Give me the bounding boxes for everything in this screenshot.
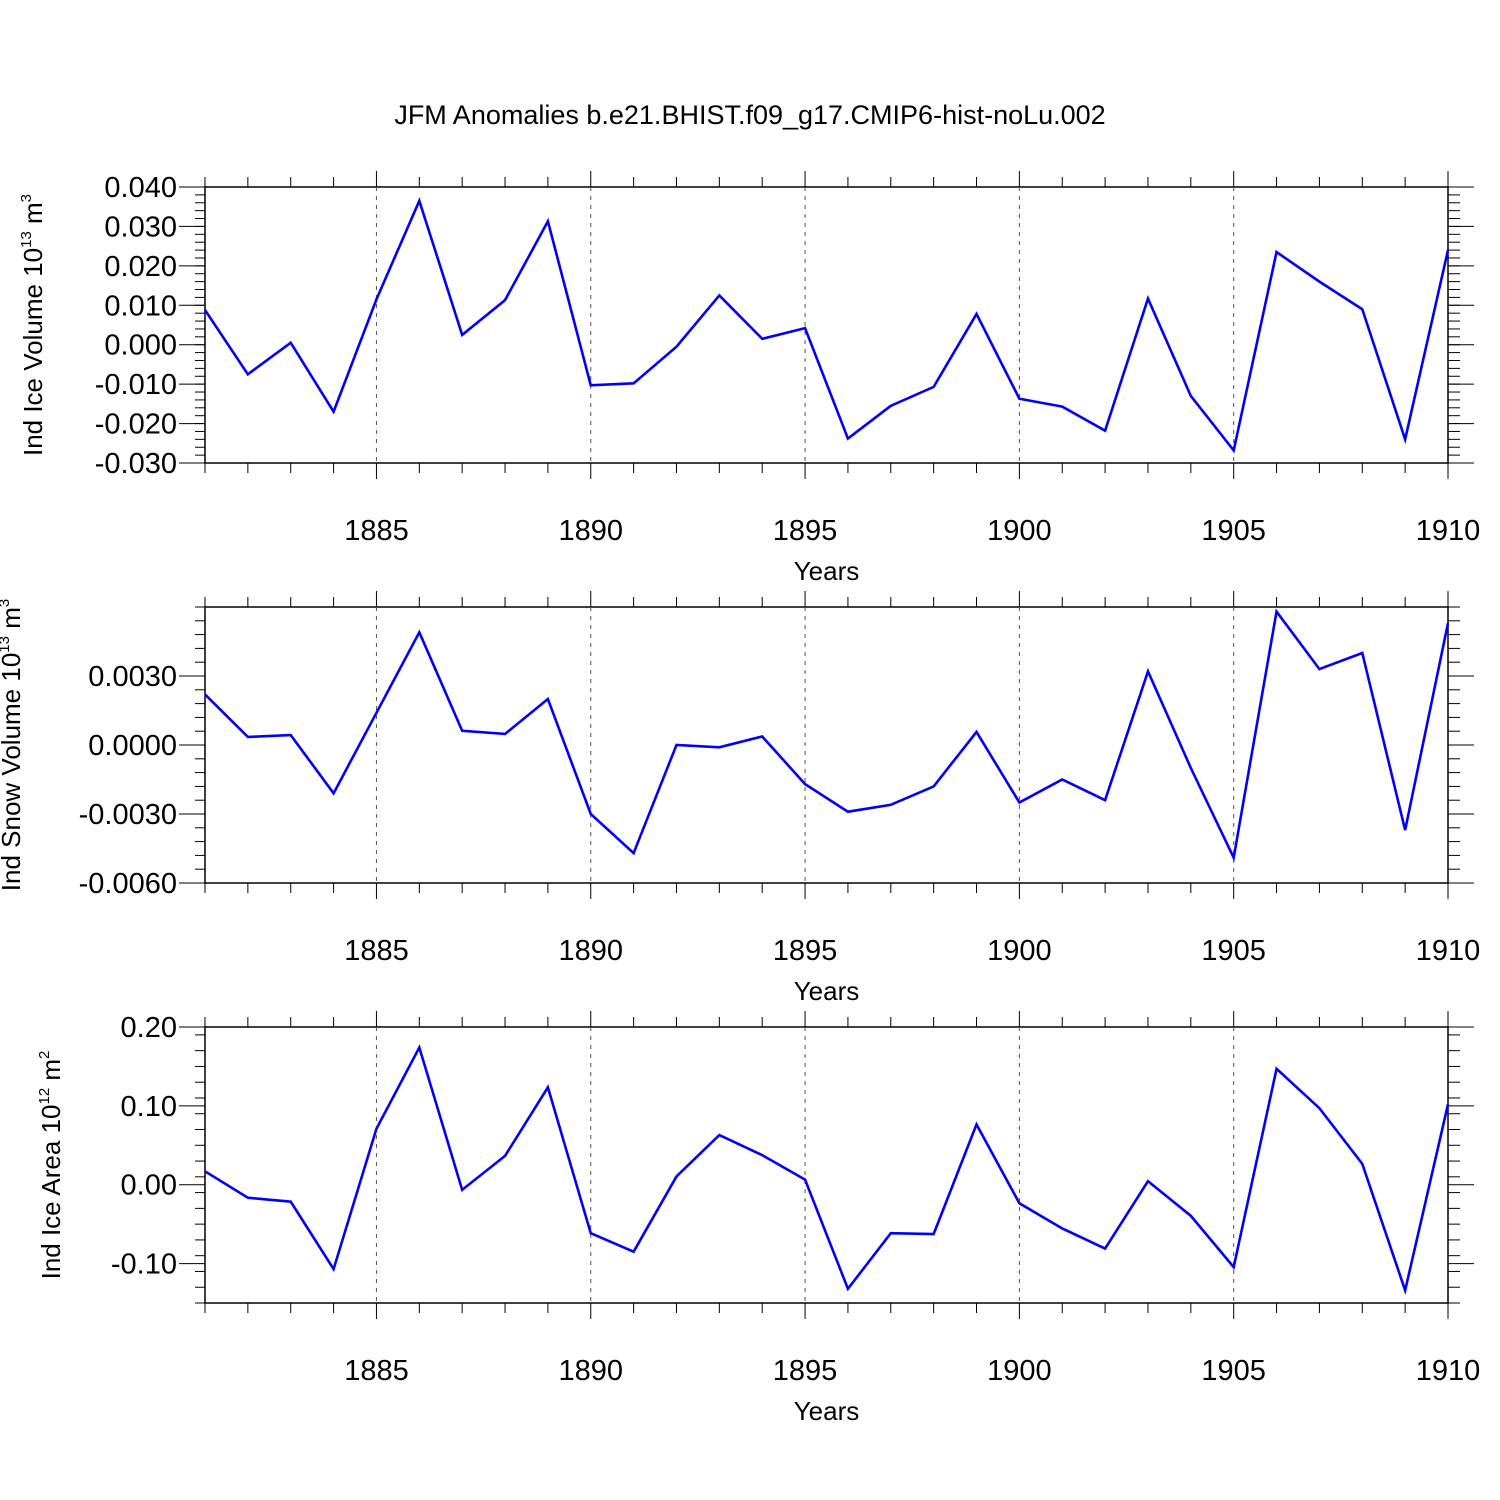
- y-tick-label: 0.10: [121, 1091, 177, 1123]
- x-tick-label: 1905: [1201, 1355, 1266, 1387]
- y-tick-label: -0.030: [95, 448, 177, 480]
- y-tick-label: -0.0030: [79, 799, 177, 831]
- y-axis-label-superscript: 13: [18, 231, 35, 248]
- y-axis-label-text: m: [18, 202, 48, 231]
- y-tick-label: -0.020: [95, 409, 177, 441]
- y-axis-label-superscript: 12: [36, 1088, 53, 1105]
- x-tick-label: 1905: [1201, 515, 1266, 547]
- x-tick-label: 1910: [1416, 515, 1481, 547]
- y-tick-label: 0.20: [121, 1012, 177, 1044]
- y-tick-label: -0.0060: [79, 868, 177, 900]
- y-axis-label: Ind Snow Volume 1013 m3: [0, 599, 26, 891]
- x-tick-label: 1890: [559, 935, 624, 967]
- y-axis-label-text: Ind Snow Volume 10: [0, 653, 26, 892]
- x-tick-label: 1885: [344, 1355, 409, 1387]
- y-axis-label-superscript: 3: [18, 194, 35, 202]
- y-tick-label: 0.020: [104, 251, 177, 283]
- x-tick-label: 1890: [559, 1355, 624, 1387]
- y-axis-label-text: m: [36, 1059, 66, 1088]
- y-axis-label-text: Ind Ice Volume 10: [18, 248, 48, 456]
- x-tick-label: 1910: [1416, 935, 1481, 967]
- x-tick-label: 1900: [987, 935, 1052, 967]
- x-tick-label: 1900: [987, 515, 1052, 547]
- x-tick-label: 1895: [773, 935, 838, 967]
- plot-frame: [204, 1026, 1449, 1304]
- series-line: [203, 197, 1450, 454]
- x-tick-label: 1905: [1201, 935, 1266, 967]
- x-axis-label: Years: [794, 556, 860, 586]
- x-tick-label: 1895: [773, 1355, 838, 1387]
- y-tick-label: 0.0030: [88, 661, 177, 693]
- x-tick-label: 1895: [773, 515, 838, 547]
- x-tick-label: 1900: [987, 1355, 1052, 1387]
- y-axis-label: Ind Ice Area 1012 m2: [36, 1051, 66, 1280]
- y-axis-label-text: Ind Ice Area 10: [36, 1105, 66, 1280]
- x-tick-label: 1885: [344, 515, 409, 547]
- x-tick-label: 1885: [344, 935, 409, 967]
- series-line: [204, 1044, 1450, 1296]
- y-tick-label: 0.030: [104, 211, 177, 243]
- x-axis-label: Years: [794, 976, 860, 1006]
- y-tick-label: 0.010: [104, 290, 177, 322]
- chart-title: JFM Anomalies b.e21.BHIST.f09_g17.CMIP6-…: [394, 100, 1105, 130]
- x-axis-label: Years: [794, 1396, 860, 1426]
- chart-panel-3: -0.10 0.00 0.10 0.20 1885 1890 1895 1900 1905 191…: [36, 1011, 1480, 1426]
- y-axis-label-superscript: 13: [0, 636, 13, 653]
- series-line: [204, 608, 1450, 862]
- chart-panel-1: -0.030 -0.020 -0.010 0.000 0.010 0.020 0.030 0.…: [18, 171, 1480, 586]
- y-axis-label-superscript: 2: [36, 1051, 53, 1059]
- y-tick-label: 0.000: [104, 330, 177, 362]
- plot-frame: [204, 606, 1449, 884]
- chart-panels: -0.030 -0.020 -0.010 0.000 0.010 0.020 0.030 0.…: [0, 171, 1480, 1426]
- y-tick-label: 0.00: [121, 1170, 177, 1202]
- y-tick-label: 0.0000: [88, 730, 177, 762]
- y-axis-label-text: m: [0, 607, 26, 636]
- y-tick-label: 0.040: [104, 172, 177, 204]
- x-tick-label: 1890: [559, 515, 624, 547]
- x-tick-label: 1910: [1416, 1355, 1481, 1387]
- y-tick-label: -0.010: [95, 369, 177, 401]
- y-tick-label: -0.10: [111, 1249, 177, 1281]
- plot-frame: [204, 186, 1449, 464]
- y-axis-label-superscript: 3: [0, 599, 13, 607]
- y-axis-label: Ind Ice Volume 1013 m3: [18, 194, 48, 456]
- chart-panel-2: -0.0060 -0.0030 0.0000 0.0030 1885 1890 1895 19…: [0, 591, 1480, 1006]
